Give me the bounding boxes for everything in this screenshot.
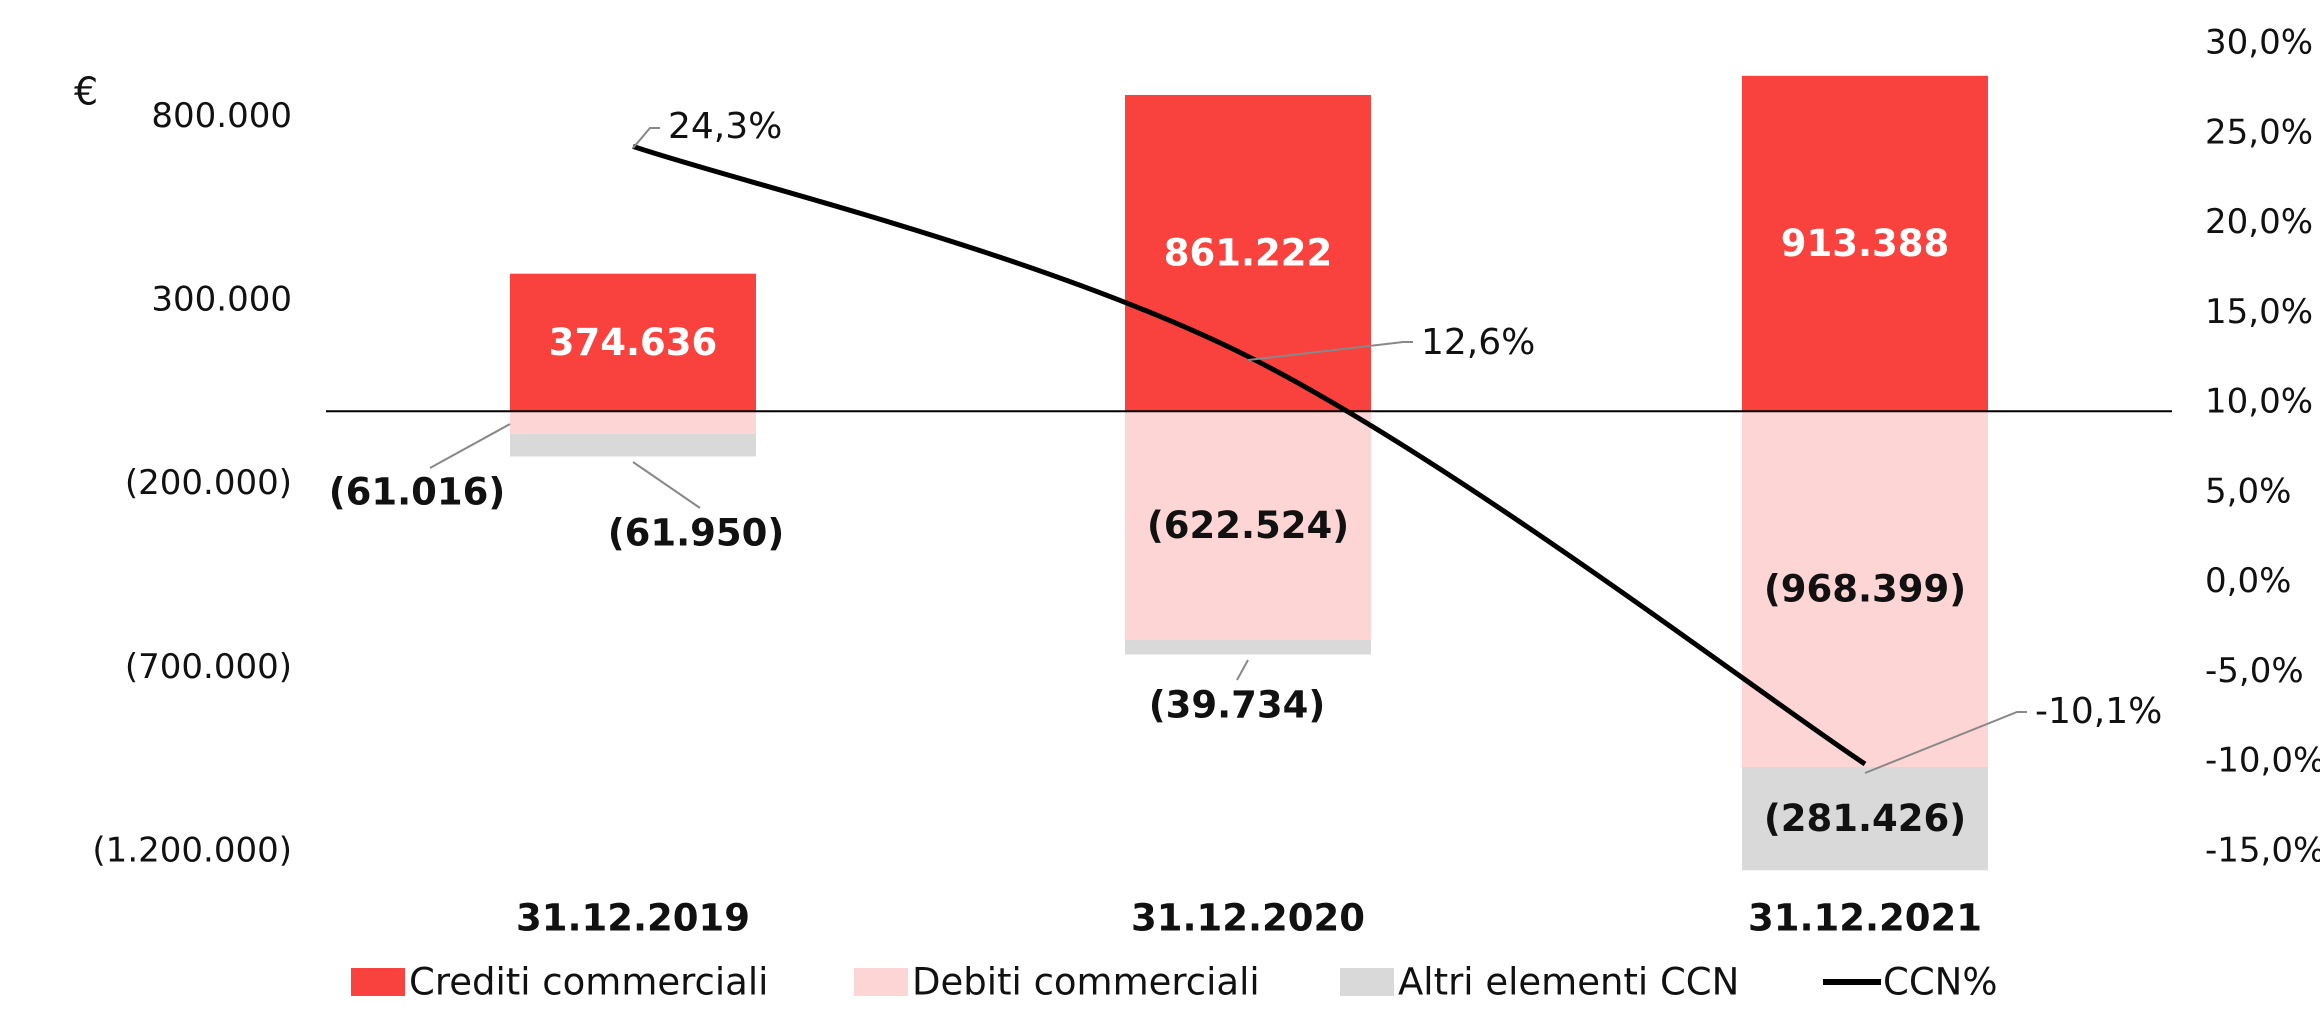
y2-tick-label: 20,0% (2205, 202, 2313, 242)
y2-tick-label: 10,0% (2205, 382, 2313, 422)
data-label: (39.734) (1149, 684, 1326, 727)
leader-line (632, 461, 701, 509)
leader-line (632, 127, 660, 149)
bar-segment (1125, 639, 1371, 655)
y2-tick-label: -15,0% (2205, 831, 2320, 871)
x-tick-label: 31.12.2020 (1131, 897, 1365, 940)
legend-label: Crediti commerciali (409, 961, 768, 1004)
y-tick-label: 800.000 (151, 96, 292, 136)
x-tick-label: 31.12.2021 (1748, 897, 1982, 940)
leader-line (1247, 341, 1413, 361)
line-label: 24,3% (668, 106, 782, 147)
data-label: (61.950) (608, 512, 785, 555)
bar-segment (510, 433, 756, 457)
legend-label: Debiti commerciali (912, 961, 1260, 1004)
y-tick-label: (200.000) (125, 463, 292, 503)
legend-swatch (1340, 968, 1394, 996)
bar-segment (1125, 411, 1371, 640)
y2-tick-label: 25,0% (2205, 112, 2313, 152)
bar-segment (510, 273, 756, 412)
y2-tick-label: 30,0% (2205, 23, 2313, 63)
legend-label: CCN% (1883, 961, 1998, 1004)
data-label: 913.388 (1781, 222, 1950, 265)
y2-tick-label: -5,0% (2205, 651, 2304, 691)
data-label: (968.399) (1764, 568, 1966, 611)
y-tick-label: (700.000) (125, 647, 292, 687)
data-label: (281.426) (1764, 797, 1966, 840)
data-label: 861.222 (1164, 232, 1333, 275)
legend-swatch (854, 968, 908, 996)
y2-tick-label: -10,0% (2205, 741, 2320, 781)
bar-segment (1742, 75, 1988, 412)
line-series (632, 143, 1867, 767)
legend-label: Altri elementi CCN (1398, 961, 1739, 1004)
y2-tick-label: 15,0% (2205, 292, 2313, 332)
leader-line (1864, 711, 2027, 774)
y2-tick-label: 0,0% (2205, 561, 2291, 601)
x-tick-label: 31.12.2019 (516, 897, 750, 940)
bar-segment (510, 411, 756, 434)
leader-line (429, 423, 511, 469)
leader-line (1236, 659, 1249, 681)
y-tick-label: 300.000 (151, 280, 292, 320)
y2-tick-label: 5,0% (2205, 471, 2291, 511)
data-label: 374.636 (549, 321, 718, 364)
line-label: 12,6% (1421, 322, 1535, 363)
bar-segment (1742, 766, 1988, 871)
line-label: -10,1% (2035, 691, 2162, 732)
legend-swatch (351, 968, 405, 996)
y-tick-label: (1.200.000) (92, 831, 292, 871)
y-unit: € (74, 70, 98, 114)
data-label: (61.016) (329, 471, 506, 514)
data-label: (622.524) (1147, 504, 1349, 547)
